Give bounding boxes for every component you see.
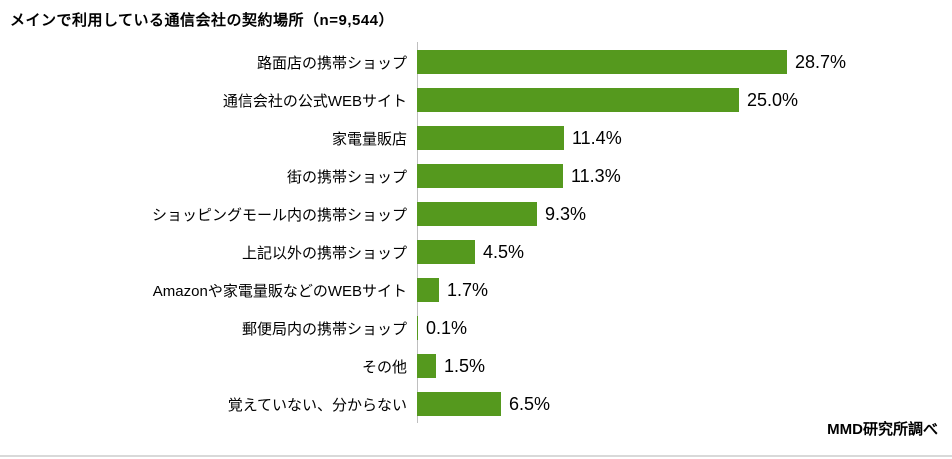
bar-track: 11.3% [417, 157, 952, 195]
bar [417, 316, 418, 340]
bar-track: 4.5% [417, 233, 952, 271]
value-label: 1.5% [444, 355, 486, 376]
bar-track: 1.7% [417, 271, 952, 309]
category-label: ショッピングモール内の携帯ショップ [151, 206, 407, 224]
chart-row: 上記以外の携帯ショップ 4.5% [0, 233, 952, 271]
value-label: 6.5% [509, 393, 551, 414]
category-label: 路面店の携帯ショップ [256, 54, 407, 72]
value-label: 4.5% [483, 241, 525, 262]
bottom-divider [0, 455, 952, 457]
source-credit: MMD研究所調べ [827, 421, 938, 438]
bar [417, 354, 436, 378]
chart-row: Amazonや家電量販などのWEBサイト 1.7% [0, 271, 952, 309]
chart-row: ショッピングモール内の携帯ショップ 9.3% [0, 195, 952, 233]
category-label: 上記以外の携帯ショップ [241, 244, 407, 262]
bar-track: 11.4% [417, 119, 952, 157]
chart-row: 郵便局内の携帯ショップ 0.1% [0, 309, 952, 347]
value-label: 11.3% [571, 165, 621, 186]
value-label: 9.3% [545, 203, 587, 224]
bar [417, 202, 537, 226]
bar-track: 1.5% [417, 347, 952, 385]
bar-track: 25.0% [417, 81, 952, 119]
value-label: 28.7% [795, 51, 847, 72]
chart-row: 家電量販店 11.4% [0, 119, 952, 157]
value-label: 1.7% [447, 279, 489, 300]
bar-track: 28.7% [417, 43, 952, 81]
category-label: その他 [361, 358, 407, 376]
value-label: 0.1% [426, 317, 468, 338]
chart-row: 路面店の携帯ショップ 28.7% [0, 43, 952, 81]
chart-row: その他 1.5% [0, 347, 952, 385]
category-label: 郵便局内の携帯ショップ [241, 320, 407, 338]
chart-row: 覚えていない、分からない 6.5% [0, 385, 952, 423]
value-label: 11.4% [572, 127, 622, 148]
bar [417, 278, 439, 302]
bar [417, 240, 475, 264]
bar-track: 6.5% [417, 385, 952, 423]
bar-track: 9.3% [417, 195, 952, 233]
category-label: Amazonや家電量販などのWEBサイト [152, 282, 407, 300]
category-label: 覚えていない、分からない [227, 396, 407, 414]
category-label: 街の携帯ショップ [286, 168, 407, 186]
bar-track: 0.1% [417, 309, 952, 347]
chart-title: メインで利用している通信会社の契約場所（n=9,544） [10, 12, 395, 29]
bar [417, 88, 739, 112]
bar [417, 392, 501, 416]
value-label: 25.0% [747, 89, 799, 110]
y-axis-line [417, 42, 418, 423]
chart-row: 街の携帯ショップ 11.3% [0, 157, 952, 195]
category-label: 家電量販店 [331, 130, 407, 148]
bar [417, 126, 564, 150]
category-label: 通信会社の公式WEBサイト [222, 92, 407, 110]
bar [417, 164, 563, 188]
bar-chart: 路面店の携帯ショップ 28.7% 通信会社の公式WEBサイト 25.0% 家電量… [0, 43, 952, 423]
chart-row: 通信会社の公式WEBサイト 25.0% [0, 81, 952, 119]
bar [417, 50, 787, 74]
